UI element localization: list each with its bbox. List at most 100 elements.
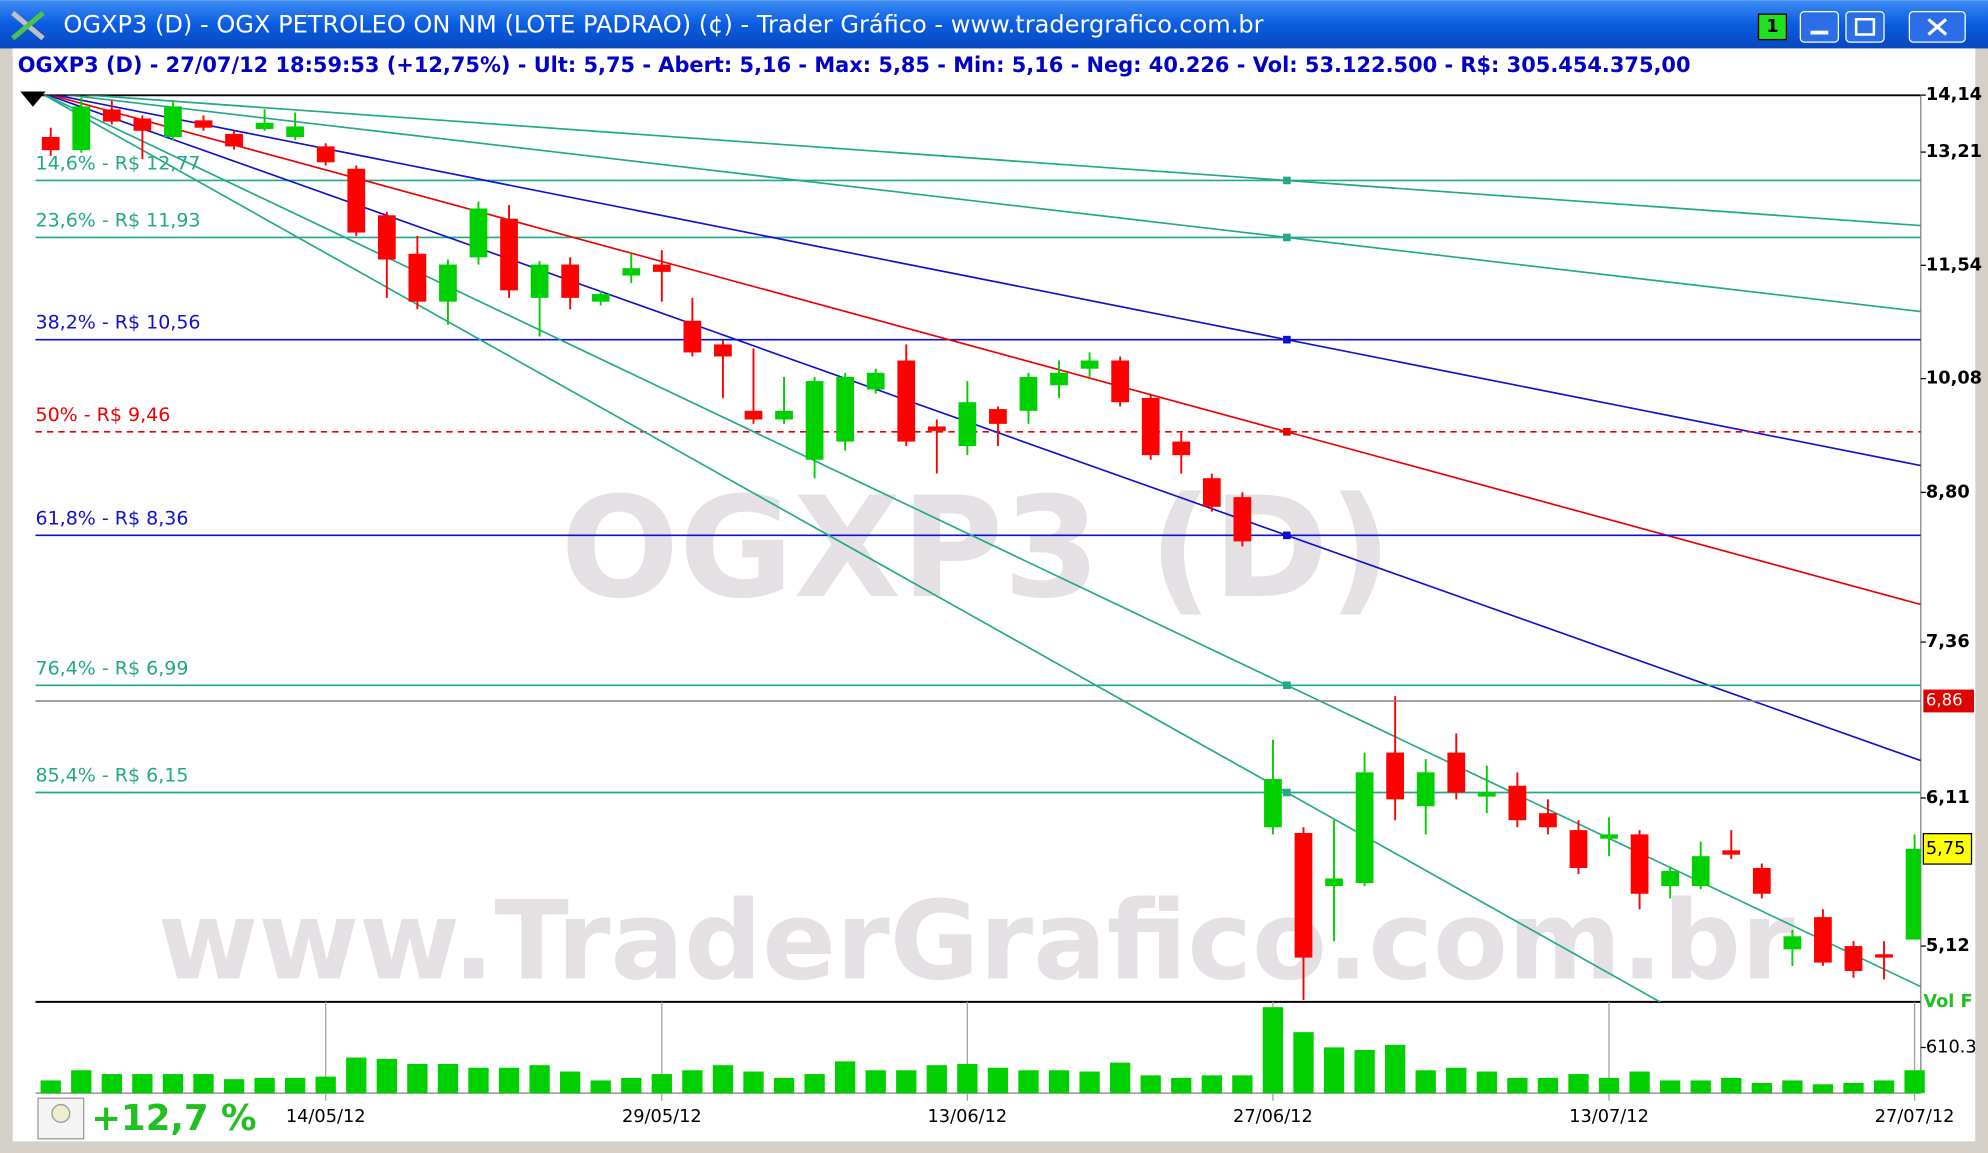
candle-body (1172, 441, 1191, 456)
candle-body (72, 106, 91, 151)
x-tick-label: 13/06/12 (928, 1107, 1008, 1127)
fan-marker (1283, 176, 1291, 185)
volume-bar (773, 1077, 795, 1094)
y-tick-label: 5,12 (1926, 936, 1970, 956)
volume-bar (1018, 1070, 1039, 1094)
volume-bar (1171, 1077, 1192, 1094)
x-tick-label: 14/05/12 (286, 1107, 366, 1127)
candle-body (41, 136, 60, 151)
volume-bar (957, 1063, 978, 1094)
candle-body (225, 133, 243, 147)
close-icon (1927, 18, 1948, 36)
volume-bar (1629, 1071, 1650, 1094)
x-tick-label: 27/06/12 (1233, 1107, 1313, 1127)
volume-bar (1843, 1082, 1864, 1094)
volume-bar (162, 1074, 184, 1094)
volume-bar (407, 1063, 428, 1094)
candle-body (194, 120, 213, 128)
candle-body (1386, 752, 1405, 800)
candle-body (775, 410, 793, 420)
volume-bar (101, 1074, 122, 1094)
candle-body (836, 376, 855, 442)
y-tick-label: 11,54 (1926, 255, 1982, 275)
volume-bar (193, 1074, 214, 1094)
change-label: +12,7 % (91, 1098, 256, 1139)
candle-body (102, 109, 121, 122)
volume-bar (1721, 1077, 1742, 1094)
candle-body (1477, 792, 1496, 797)
y-tick-label: 13,21 (1926, 142, 1982, 162)
fan-marker (1283, 531, 1291, 540)
candle-body (1905, 848, 1921, 940)
candle-body (805, 381, 824, 460)
last-price-tag (1922, 832, 1973, 865)
candle-body (469, 208, 488, 258)
fib-label: 61,8% - R$ 8,36 (35, 507, 188, 529)
volume-bar (437, 1063, 459, 1094)
fib-label: 50% - R$ 9,46 (35, 404, 170, 426)
volume-bar (1140, 1075, 1161, 1094)
volume-bar (1385, 1044, 1406, 1094)
y-tick-label: 6,11 (1926, 788, 1970, 808)
fan-marker (1283, 335, 1291, 344)
candle-body (1508, 785, 1527, 821)
volume-bar (651, 1074, 672, 1094)
volume-bar (315, 1076, 336, 1094)
volume-bar (1476, 1071, 1497, 1094)
volume-bar (40, 1080, 61, 1094)
candle-body (408, 253, 427, 302)
candle-body (439, 264, 457, 302)
candle-body (1569, 830, 1588, 869)
volume-bar (1293, 1032, 1314, 1094)
window-title: OGXP3 (D) - OGX PETROLEO ON NM (LOTE PAD… (63, 11, 1263, 39)
candle-body (500, 218, 518, 291)
fan-marker (1283, 681, 1291, 690)
minimize-button[interactable] (1799, 11, 1840, 43)
volume-bar (1782, 1080, 1803, 1094)
candle-body (989, 409, 1007, 424)
candle-body (1783, 936, 1802, 950)
badge[interactable] (1757, 13, 1788, 41)
candle-body (1355, 772, 1374, 884)
fan-marker (1283, 233, 1291, 242)
candle-body (1019, 376, 1038, 411)
fib-label: 38,2% - R$ 10,56 (35, 312, 200, 334)
candle-body (866, 372, 885, 390)
candle-body (347, 168, 366, 233)
y-tick-label: 8,80 (1926, 482, 1970, 502)
candle-body (897, 360, 916, 442)
candle-body (377, 215, 396, 260)
volume-bar (71, 1070, 92, 1094)
price-pane (35, 95, 1921, 1002)
volume-bar (285, 1077, 306, 1094)
volume-bar (743, 1071, 764, 1094)
candle-body (1661, 870, 1680, 887)
volume-bar (1537, 1077, 1559, 1094)
candle-body (1875, 954, 1893, 958)
restore-icon (1854, 18, 1876, 36)
candle-body (1111, 360, 1130, 403)
volume-bar (1751, 1082, 1772, 1094)
volume-bar (1568, 1074, 1589, 1094)
candle-body (1447, 752, 1466, 793)
title-bar (0, 0, 1988, 49)
candle-body (1630, 834, 1649, 894)
x-tick-label: 27/07/12 (1875, 1107, 1955, 1127)
volume-bar (254, 1077, 275, 1094)
volume-bar (804, 1074, 825, 1094)
candle-body (591, 294, 610, 302)
volume-bar (1507, 1077, 1528, 1094)
y-tick-label: 7,36 (1926, 632, 1970, 652)
restore-button[interactable] (1845, 11, 1885, 43)
x-tick-label: 29/05/12 (622, 1107, 702, 1127)
fib-label: 85,4% - R$ 6,15 (35, 765, 188, 787)
candle-body (255, 122, 274, 129)
volume-bar (835, 1061, 856, 1094)
last-price-label: 5,75 (1926, 839, 1966, 859)
volume-bar (529, 1065, 550, 1094)
x-tick-label: 13/07/12 (1569, 1107, 1649, 1127)
minimize-icon (1810, 30, 1829, 35)
info-line: OGXP3 (D) - 27/07/12 18:59:53 (+12,75%) … (18, 53, 1691, 77)
